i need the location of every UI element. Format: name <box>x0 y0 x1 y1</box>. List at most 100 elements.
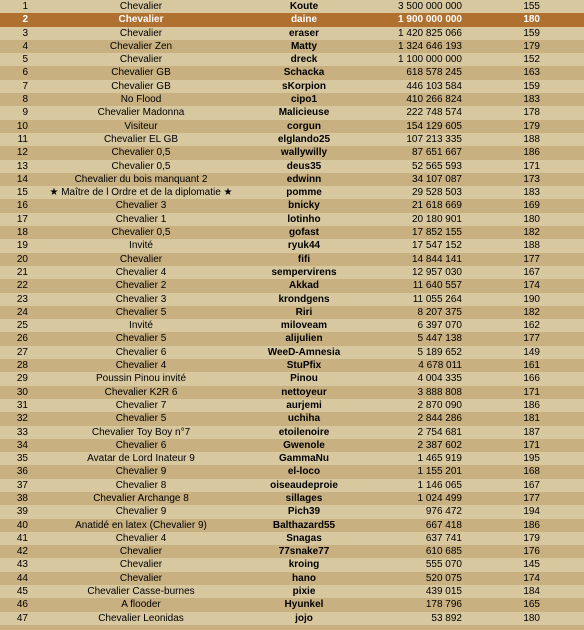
table-row[interactable]: 20Chevalierfifi14 844 141177310 <box>0 253 584 266</box>
score-cell: 52 565 593 <box>358 160 466 173</box>
name-cell: Pinou <box>250 372 358 385</box>
name-cell: krondgens <box>250 293 358 306</box>
table-row[interactable]: 4Chevalier ZenMatty1 324 646 193179319 <box>0 40 584 53</box>
table-row[interactable]: 7Chevalier GBsKorpion446 103 584159294 <box>0 80 584 93</box>
score-cell: 222 748 574 <box>358 106 466 119</box>
title-cell: Chevalier 4 <box>32 532 250 545</box>
table-row[interactable]: 37Chevalier 8oiseaudeproie1 146 06516727… <box>0 479 584 492</box>
score-cell: 5 189 652 <box>358 346 466 359</box>
table-row[interactable]: 12Chevalier 0,5wallywilly87 651 66718632… <box>0 146 584 159</box>
rank-cell: 15 <box>0 186 32 199</box>
table-row[interactable]: 24Chevalier 5Riri8 207 375182303 <box>0 306 584 319</box>
rank-cell: 28 <box>0 359 32 372</box>
name-cell: kroing <box>250 558 358 571</box>
name-cell: alijulien <box>250 332 358 345</box>
score-cell: 29 528 503 <box>358 186 466 199</box>
table-row[interactable]: 15★ Maître de l Ordre et de la diplomati… <box>0 186 584 199</box>
table-row[interactable]: 43Chevalierkroing555 070145260 <box>0 558 584 571</box>
table-row[interactable]: 8No Floodcipo1410 266 824183319 <box>0 93 584 106</box>
table-row[interactable]: 42Chevalier77snake77610 685176300 <box>0 545 584 558</box>
title-cell: Chevalier <box>32 27 250 40</box>
table-row[interactable]: 38Chevalier Archange 8sillages1 024 4991… <box>0 492 584 505</box>
table-row[interactable]: 21Chevalier 4sempervirens12 957 03016730… <box>0 266 584 279</box>
rank-cell: 21 <box>0 266 32 279</box>
title-cell: Chevalier EL GB <box>32 133 250 146</box>
rank-cell: 24 <box>0 306 32 319</box>
title-cell: Chevalier Archange 8 <box>32 492 250 505</box>
rank-cell: 1 <box>0 0 32 13</box>
rank-cell: 17 <box>0 213 32 226</box>
table-row[interactable]: 25Invitémiloveam6 397 070162288 <box>0 319 584 332</box>
name-cell: Matty <box>250 40 358 53</box>
rank-cell: 36 <box>0 465 32 478</box>
name-cell: oiseaudeproie <box>250 479 358 492</box>
table-row[interactable]: 40Anatidé en latex (Chevalier 9)Balthaza… <box>0 519 584 532</box>
stat2-cell: 286 <box>544 359 584 372</box>
table-row[interactable]: 9Chevalier MadonnaMalicieuse222 748 5741… <box>0 106 584 119</box>
table-row[interactable]: 6Chevalier GBSchacka618 578 245163311 <box>0 66 584 79</box>
table-row[interactable]: 22Chevalier 2Akkad11 640 557174290 <box>0 279 584 292</box>
name-cell: Akkad <box>250 279 358 292</box>
stat2-cell: 310 <box>544 519 584 532</box>
stat1-cell: 176 <box>466 545 544 558</box>
score-cell: 17 852 155 <box>358 226 466 239</box>
table-row[interactable]: 27Chevalier 6WeeD-Amnesia5 189 652149254 <box>0 346 584 359</box>
rank-cell: 33 <box>0 426 32 439</box>
stat1-cell: 177 <box>466 253 544 266</box>
table-row[interactable]: 39Chevalier 9Pich39976 472194313 <box>0 505 584 518</box>
table-row[interactable]: 5Chevalierdreck1 100 000 000152296 <box>0 53 584 66</box>
table-row[interactable]: 14Chevalier du bois manquant 2edwinn34 1… <box>0 173 584 186</box>
rank-cell: 38 <box>0 492 32 505</box>
score-cell: 14 844 141 <box>358 253 466 266</box>
stat2-cell: 305 <box>544 266 584 279</box>
stat2-cell: 291 <box>544 27 584 40</box>
table-row[interactable]: 31Chevalier 7aurjemi2 870 090186297 <box>0 399 584 412</box>
table-row[interactable]: 46A flooderHyunkel178 796165293 <box>0 598 584 611</box>
table-row[interactable]: 18Chevalier 0,5gofast17 852 155182305 <box>0 226 584 239</box>
rank-cell: 14 <box>0 173 32 186</box>
title-cell: Chevalier GB <box>32 66 250 79</box>
table-row[interactable]: 1ChevalierKoute3 500 000 000155310 <box>0 0 584 13</box>
table-row[interactable]: 30Chevalier K2R 6nettoyeur3 888 80817130… <box>0 386 584 399</box>
score-cell: 3 888 808 <box>358 386 466 399</box>
table-row[interactable]: 44Chevalierhano520 075174310 <box>0 572 584 585</box>
table-row[interactable]: 47Chevalier Leonidasjojo53 892180321 <box>0 612 584 625</box>
table-row[interactable]: 41Chevalier 4Snagas637 741179318 <box>0 532 584 545</box>
table-row[interactable]: 28Chevalier 4StuPfix4 678 011161286 <box>0 359 584 372</box>
name-cell: Balthazard55 <box>250 519 358 532</box>
table-row[interactable]: 23Chevalier 3krondgens11 055 264190305 <box>0 293 584 306</box>
title-cell: Avatar de Lord Inateur 9 <box>32 452 250 465</box>
title-cell: Chevalier 6 <box>32 346 250 359</box>
table-row[interactable]: 19Invitéryuk4417 547 152188307 <box>0 239 584 252</box>
rank-cell: 4 <box>0 40 32 53</box>
table-row[interactable]: 29Poussin Pinou invitéPinou4 004 3351662… <box>0 372 584 385</box>
table-row[interactable]: 17Chevalier 1lotinho20 180 901180309 <box>0 213 584 226</box>
name-cell: elglando25 <box>250 133 358 146</box>
table-row[interactable]: 26Chevalier 5alijulien5 447 138177289 <box>0 332 584 345</box>
stat2-cell: 279 <box>544 479 584 492</box>
rank-cell: 19 <box>0 239 32 252</box>
score-cell: 520 075 <box>358 572 466 585</box>
table-row[interactable]: 3Chevaliereraser1 420 825 066159291 <box>0 27 584 40</box>
table-row[interactable]: 32Chevalier 5uchiha2 844 286181311 <box>0 412 584 425</box>
table-row[interactable]: 36Chevalier 9el-loco1 155 201168287 <box>0 465 584 478</box>
rank-cell: 40 <box>0 519 32 532</box>
table-row[interactable]: 45Chevalier Casse-burnespixie439 0151843… <box>0 585 584 598</box>
title-cell: Chevalier Zen <box>32 40 250 53</box>
table-row[interactable]: 33Chevalier Toy Boy n°7etoilenoire2 754 … <box>0 426 584 439</box>
stat2-cell: 321 <box>544 585 584 598</box>
table-row[interactable]: 11Chevalier EL GBelglando25107 213 33518… <box>0 133 584 146</box>
table-row[interactable]: 2Chevalierdaine1 900 000 000180317 <box>0 13 584 26</box>
table-row[interactable]: 10Visiteurcorgun154 129 605179303 <box>0 120 584 133</box>
title-cell: ★ Maître de l Ordre et de la diplomatie … <box>32 186 250 199</box>
stat1-cell: 145 <box>466 558 544 571</box>
title-cell: Chevalier 5 <box>32 332 250 345</box>
table-row[interactable]: 13Chevalier 0,5deus3552 565 593171306 <box>0 160 584 173</box>
title-cell: Chevalier 0,5 <box>32 226 250 239</box>
score-cell: 11 055 264 <box>358 293 466 306</box>
table-row[interactable]: 16Chevalier 3bnicky21 618 669169289 <box>0 199 584 212</box>
table-row[interactable]: 35Avatar de Lord Inateur 9GammaNu1 465 9… <box>0 452 584 465</box>
table-row[interactable]: 34Chevalier 6Gwenole2 387 602171290 <box>0 439 584 452</box>
stat2-cell: 305 <box>544 293 584 306</box>
stat1-cell: 179 <box>466 40 544 53</box>
